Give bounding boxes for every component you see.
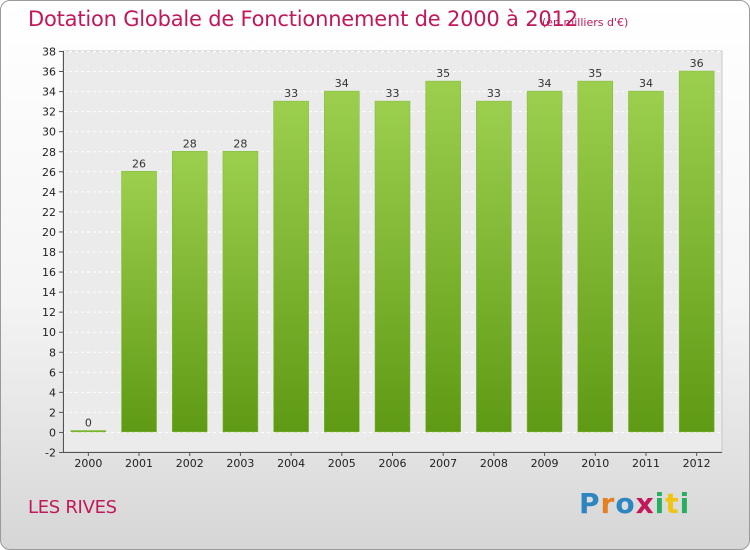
y-tick-label: 26 — [42, 166, 56, 179]
data-label: 34 — [538, 77, 552, 90]
bar — [222, 151, 259, 433]
x-tick-label: 2001 — [125, 457, 153, 470]
x-tick-label: 2009 — [531, 457, 559, 470]
logo-letter: P — [579, 487, 601, 520]
bar — [273, 100, 309, 433]
x-tick-label: 2003 — [226, 457, 254, 470]
chart-title: Dotation Globale de Fonctionnement de 20… — [28, 7, 578, 31]
bar — [425, 80, 461, 433]
bar — [577, 80, 614, 433]
y-tick-label: 0 — [49, 426, 56, 439]
unit-note: (en milliers d'€) — [542, 16, 629, 29]
y-tick-label: 24 — [42, 186, 56, 199]
bar — [628, 90, 664, 433]
data-label: 34 — [639, 77, 653, 90]
x-tick-label: 2010 — [581, 457, 609, 470]
logo-letter: o — [615, 487, 636, 520]
x-tick-label: 2007 — [429, 457, 457, 470]
data-label: 28 — [233, 137, 247, 150]
x-tick-label: 2004 — [277, 457, 305, 470]
proxiti-logo: Proxiti — [579, 487, 690, 520]
y-tick-label: 14 — [42, 286, 56, 299]
bar — [70, 430, 107, 433]
x-tick-label: 2011 — [632, 457, 660, 470]
y-tick-label: 8 — [49, 346, 56, 359]
y-tick-label: -2 — [45, 447, 56, 460]
x-tick-label: 2005 — [328, 457, 356, 470]
bar — [121, 171, 157, 433]
commune-name: LES RIVES — [28, 497, 117, 518]
y-tick-label: 18 — [42, 246, 56, 259]
logo-letter: i — [679, 487, 691, 520]
logo-letter: i — [654, 487, 666, 520]
data-label: 28 — [183, 137, 197, 150]
x-tick-label: 2002 — [176, 457, 204, 470]
y-tick-label: 12 — [42, 306, 56, 319]
bar — [374, 100, 411, 433]
data-label: 26 — [132, 157, 146, 170]
y-tick-label: 10 — [42, 326, 56, 339]
y-tick-label: 36 — [42, 66, 56, 79]
data-label: 33 — [284, 87, 298, 100]
logo-letter: r — [600, 487, 616, 520]
y-tick-label: 20 — [42, 226, 56, 239]
x-tick-label: 2012 — [683, 457, 711, 470]
y-tick-label: 6 — [49, 366, 56, 379]
bar — [678, 70, 715, 433]
bar — [476, 100, 512, 433]
logo-letter: x — [635, 487, 655, 520]
data-label: 36 — [690, 57, 704, 70]
y-tick-label: 4 — [49, 386, 56, 399]
bar — [526, 90, 563, 433]
data-label: 35 — [588, 67, 602, 80]
x-tick-label: 2000 — [74, 457, 102, 470]
y-tick-label: 34 — [42, 86, 56, 99]
x-tick-label: 2008 — [480, 457, 508, 470]
bar — [171, 151, 208, 433]
data-label: 33 — [386, 87, 400, 100]
y-tick-label: 16 — [42, 266, 56, 279]
y-tick-label: 30 — [42, 126, 56, 139]
y-tick-label: 2 — [49, 406, 56, 419]
data-label: 33 — [487, 87, 501, 100]
bar — [324, 90, 360, 433]
data-label: 0 — [85, 416, 92, 429]
y-tick-label: 38 — [42, 46, 56, 59]
data-label: 34 — [335, 77, 349, 90]
y-tick-label: 28 — [42, 146, 56, 159]
logo-letter: t — [665, 487, 680, 520]
data-label: 35 — [436, 67, 450, 80]
x-tick-label: 2006 — [379, 457, 407, 470]
y-tick-label: 32 — [42, 106, 56, 119]
y-tick-label: 22 — [42, 206, 56, 219]
